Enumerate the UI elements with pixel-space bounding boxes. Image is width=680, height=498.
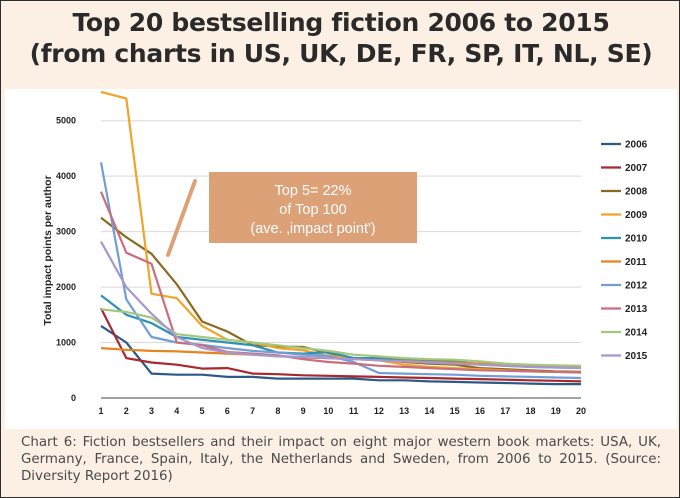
x-tick-label: 1 bbox=[98, 406, 103, 416]
series-line-2015 bbox=[100, 241, 582, 370]
x-tick-label: 11 bbox=[349, 406, 359, 416]
x-tick-label: 18 bbox=[525, 406, 535, 416]
y-tick-label: 0 bbox=[71, 393, 76, 403]
annotation-text-line-2: of Top 100 bbox=[279, 202, 346, 218]
annotation-arrow bbox=[166, 179, 197, 257]
series-line-2014 bbox=[100, 308, 582, 367]
chart-title: Top 20 bestselling fiction 2006 to 2015 … bbox=[1, 7, 680, 69]
x-tick-label: 4 bbox=[174, 406, 179, 416]
y-tick-label: 2000 bbox=[56, 282, 76, 292]
legend-label-2010: 2010 bbox=[625, 234, 648, 245]
x-tick-label: 3 bbox=[149, 406, 154, 416]
x-tick-label: 2 bbox=[124, 406, 129, 416]
y-tick-label: 3000 bbox=[56, 227, 76, 237]
legend-label-2006: 2006 bbox=[625, 140, 648, 151]
x-tick-label: 9 bbox=[301, 406, 306, 416]
x-tick-label: 17 bbox=[500, 406, 510, 416]
x-tick-label: 19 bbox=[551, 406, 561, 416]
x-tick-label: 5 bbox=[200, 406, 205, 416]
series-line-2007 bbox=[100, 307, 582, 383]
legend-label-2008: 2008 bbox=[625, 187, 648, 198]
x-tick-label: 6 bbox=[225, 406, 230, 416]
legend-label-2007: 2007 bbox=[625, 163, 648, 174]
plot-panel: 0 1000 2000 3000 4000 5000 1 2 3 4 5 6 7 8 9 10 11 12 13 14… bbox=[5, 89, 677, 429]
series-line-2013 bbox=[99, 191, 582, 374]
annotation-text-line-3: (ave. ‚impact point') bbox=[250, 221, 375, 237]
x-tick-label: 15 bbox=[450, 406, 460, 416]
x-tick-label: 20 bbox=[576, 406, 586, 416]
series-line-2006 bbox=[100, 324, 581, 386]
annotation-box bbox=[209, 172, 417, 243]
y-tick-label: 1000 bbox=[56, 338, 76, 348]
legend-label-2012: 2012 bbox=[625, 281, 648, 292]
y-axis-label: Total impact points per author bbox=[42, 175, 54, 325]
x-tick-label: 14 bbox=[424, 406, 434, 416]
legend-label-2015: 2015 bbox=[625, 351, 648, 362]
x-tick-label: 12 bbox=[374, 406, 384, 416]
x-tick-label: 7 bbox=[250, 406, 255, 416]
legend-label-2013: 2013 bbox=[625, 304, 648, 315]
x-tick-label: 8 bbox=[275, 406, 280, 416]
legend-label-2014: 2014 bbox=[625, 328, 648, 339]
legend-label-2009: 2009 bbox=[625, 210, 648, 221]
legend-label-2011: 2011 bbox=[625, 257, 647, 268]
x-tick-label: 16 bbox=[475, 406, 485, 416]
chart-caption: Chart 6: Fiction bestsellers and their i… bbox=[21, 435, 661, 484]
title-line-2: (from charts in US, UK, DE, FR, SP, IT, … bbox=[29, 39, 653, 68]
title-line-1: Top 20 bestselling fiction 2006 to 2015 bbox=[72, 8, 610, 37]
y-tick-label: 5000 bbox=[56, 116, 76, 126]
y-tick-label: 4000 bbox=[56, 171, 76, 181]
x-tick-label: 10 bbox=[323, 406, 333, 416]
annotation-text-line-1: Top 5= 22% bbox=[275, 183, 352, 199]
x-tick-label: 13 bbox=[399, 406, 409, 416]
